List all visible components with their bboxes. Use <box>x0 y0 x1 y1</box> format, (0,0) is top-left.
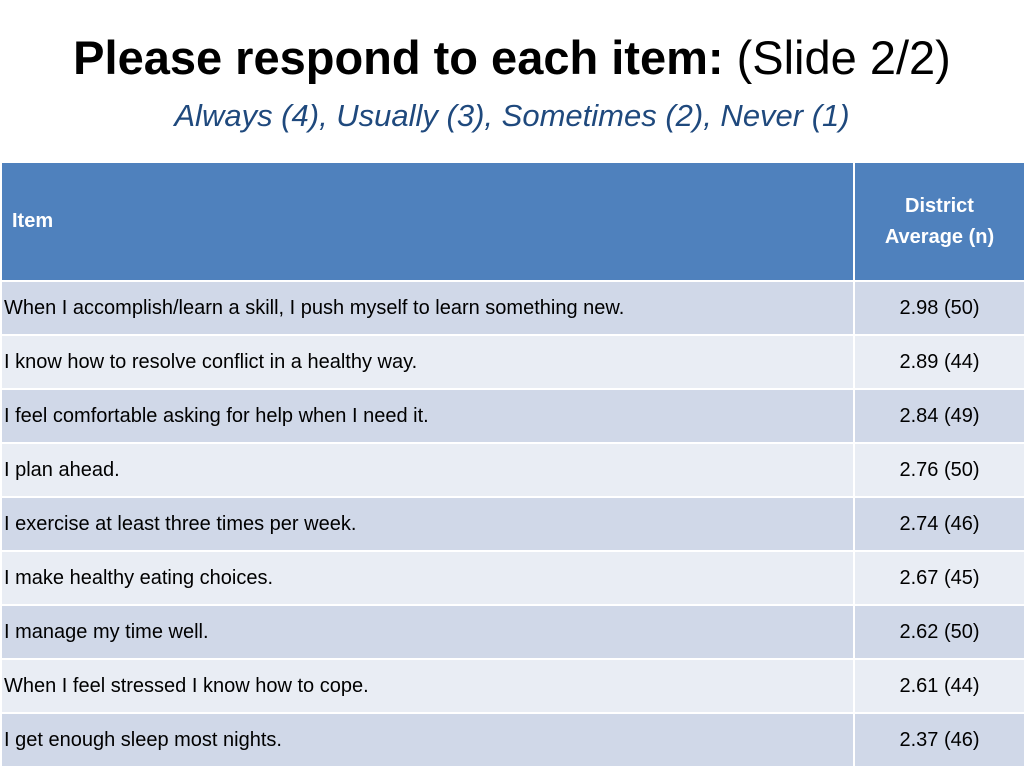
average-cell: 2.84 (49) <box>853 388 1024 444</box>
column-header-average-line1: District <box>905 194 974 217</box>
slide-subtitle: Always (4), Usually (3), Sometimes (2), … <box>174 98 850 133</box>
slide-title-counter: (Slide 2/2) <box>736 31 951 84</box>
table-row: I exercise at least three times per week… <box>0 496 1024 552</box>
item-cell: I know how to resolve conflict in a heal… <box>0 334 855 390</box>
column-header-item: Item <box>0 161 855 282</box>
average-cell: 2.89 (44) <box>853 334 1024 390</box>
table-row: I know how to resolve conflict in a heal… <box>0 334 1024 390</box>
table-row: I get enough sleep most nights. 2.37 (46… <box>0 712 1024 768</box>
average-cell: 2.62 (50) <box>853 604 1024 660</box>
table-row: I feel comfortable asking for help when … <box>0 388 1024 444</box>
item-cell: I get enough sleep most nights. <box>0 712 855 768</box>
table-header-row: Item District Average (n) <box>0 161 1024 282</box>
average-cell: 2.61 (44) <box>853 658 1024 714</box>
item-cell: I plan ahead. <box>0 442 855 498</box>
table-row: I plan ahead. 2.76 (50) <box>0 442 1024 498</box>
column-header-average-line2: Average (n) <box>884 225 995 248</box>
slide-title: Please respond to each item: (Slide 2/2) <box>0 28 1024 88</box>
average-cell: 2.67 (45) <box>853 550 1024 606</box>
table-row: When I feel stressed I know how to cope.… <box>0 658 1024 714</box>
average-cell: 2.76 (50) <box>853 442 1024 498</box>
table-row: When I accomplish/learn a skill, I push … <box>0 280 1024 336</box>
average-cell: 2.98 (50) <box>853 280 1024 336</box>
table-row: I manage my time well. 2.62 (50) <box>0 604 1024 660</box>
item-cell: I exercise at least three times per week… <box>0 496 855 552</box>
survey-table: Item District Average (n) When I accompl… <box>0 161 1024 768</box>
average-cell: 2.74 (46) <box>853 496 1024 552</box>
item-cell: I feel comfortable asking for help when … <box>0 388 855 444</box>
item-cell: I make healthy eating choices. <box>0 550 855 606</box>
item-cell: When I feel stressed I know how to cope. <box>0 658 855 714</box>
column-header-district-average: District Average (n) <box>853 161 1024 282</box>
slide-title-main: Please respond to each item: <box>73 31 724 84</box>
item-cell: When I accomplish/learn a skill, I push … <box>0 280 855 336</box>
table-row: I make healthy eating choices. 2.67 (45) <box>0 550 1024 606</box>
item-cell: I manage my time well. <box>0 604 855 660</box>
average-cell: 2.37 (46) <box>853 712 1024 768</box>
